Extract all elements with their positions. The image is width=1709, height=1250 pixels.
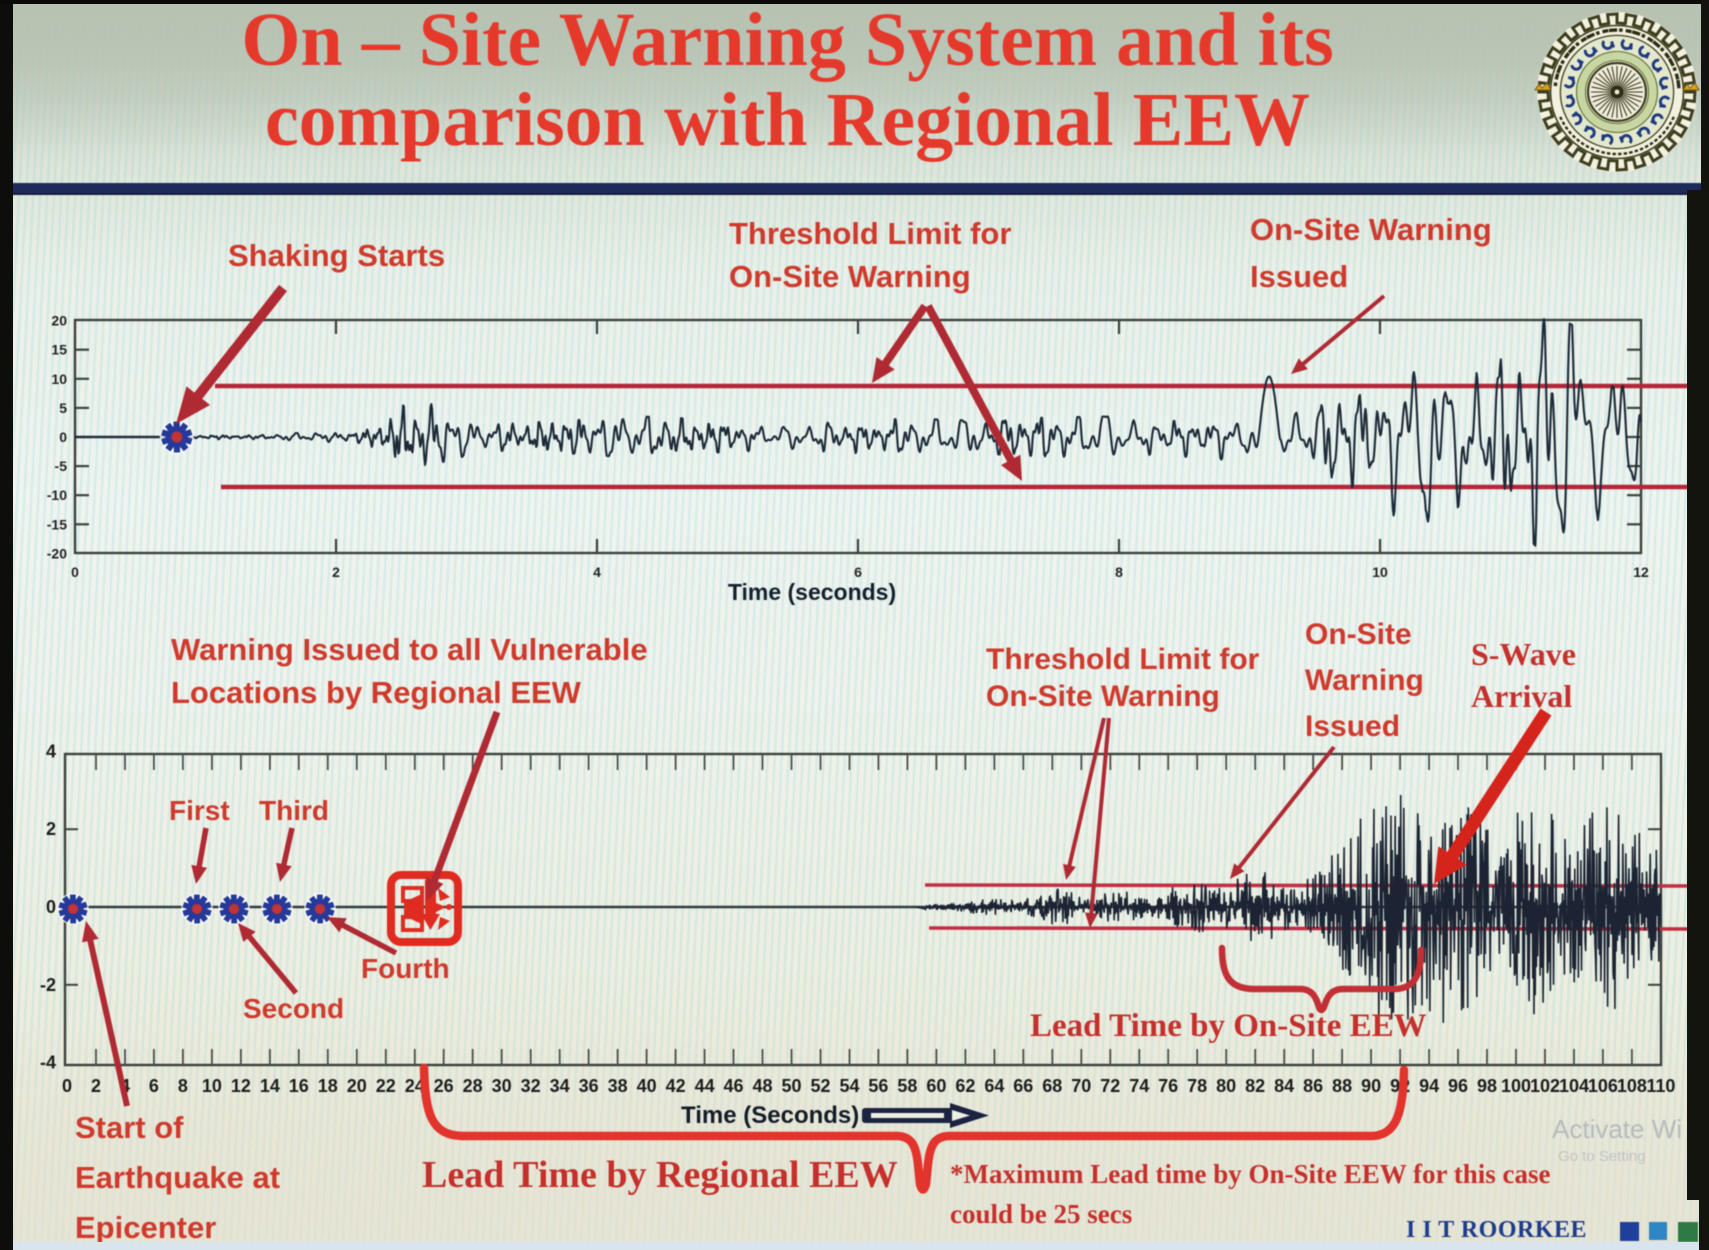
- svg-text:2: 2: [46, 819, 56, 839]
- svg-text:16: 16: [289, 1076, 309, 1096]
- svg-text:50: 50: [781, 1076, 801, 1096]
- svg-text:76: 76: [1158, 1076, 1178, 1096]
- svg-text:58: 58: [897, 1076, 917, 1096]
- svg-text:32: 32: [521, 1076, 541, 1096]
- svg-text:Time (seconds): Time (seconds): [728, 579, 896, 605]
- svg-text:60: 60: [926, 1076, 946, 1096]
- svg-text:52: 52: [810, 1076, 830, 1096]
- svg-text:-10: -10: [47, 487, 67, 503]
- svg-text:8: 8: [178, 1076, 188, 1096]
- svg-text:0: 0: [46, 897, 56, 917]
- svg-text:68: 68: [1042, 1076, 1062, 1096]
- svg-text:80: 80: [1216, 1076, 1236, 1096]
- svg-text:-15: -15: [47, 516, 67, 532]
- svg-text:0: 0: [62, 1076, 72, 1096]
- svg-text:94: 94: [1419, 1076, 1439, 1096]
- svg-text:0: 0: [71, 564, 79, 580]
- svg-text:30: 30: [492, 1076, 512, 1096]
- svg-text:-4: -4: [40, 1053, 56, 1073]
- svg-text:48: 48: [752, 1076, 772, 1096]
- svg-text:42: 42: [666, 1076, 686, 1096]
- svg-text:0: 0: [59, 429, 67, 445]
- svg-text:110: 110: [1646, 1076, 1675, 1096]
- svg-text:104: 104: [1559, 1076, 1589, 1096]
- svg-text:78: 78: [1187, 1076, 1207, 1096]
- svg-text:44: 44: [695, 1076, 715, 1096]
- svg-text:20: 20: [51, 313, 67, 329]
- svg-text:102: 102: [1530, 1076, 1560, 1096]
- svg-text:82: 82: [1245, 1076, 1265, 1096]
- svg-text:84: 84: [1274, 1076, 1294, 1096]
- svg-text:-2: -2: [40, 975, 56, 995]
- svg-text:54: 54: [839, 1076, 859, 1096]
- svg-text:22: 22: [376, 1076, 396, 1096]
- svg-text:-5: -5: [55, 458, 68, 474]
- svg-text:18: 18: [318, 1076, 338, 1096]
- svg-text:86: 86: [1303, 1076, 1323, 1096]
- svg-text:88: 88: [1332, 1076, 1352, 1096]
- svg-text:8: 8: [1115, 564, 1123, 580]
- svg-text:96: 96: [1448, 1076, 1468, 1096]
- svg-text:6: 6: [149, 1076, 159, 1096]
- svg-text:2: 2: [332, 564, 340, 580]
- svg-text:72: 72: [1100, 1076, 1120, 1096]
- svg-text:106: 106: [1588, 1076, 1618, 1096]
- svg-text:98: 98: [1477, 1076, 1497, 1096]
- svg-text:10: 10: [1372, 564, 1388, 580]
- svg-text:15: 15: [51, 342, 67, 358]
- svg-text:6: 6: [854, 564, 862, 580]
- svg-text:20: 20: [347, 1076, 367, 1096]
- svg-text:64: 64: [984, 1076, 1004, 1096]
- svg-text:28: 28: [463, 1076, 483, 1096]
- svg-text:100: 100: [1501, 1076, 1531, 1096]
- svg-text:108: 108: [1617, 1076, 1647, 1096]
- svg-text:74: 74: [1129, 1076, 1149, 1096]
- svg-text:4: 4: [46, 741, 56, 761]
- svg-text:62: 62: [955, 1076, 975, 1096]
- svg-text:2: 2: [91, 1076, 101, 1096]
- svg-text:12: 12: [231, 1076, 251, 1096]
- svg-text:-20: -20: [47, 545, 67, 561]
- svg-text:4: 4: [593, 564, 601, 580]
- svg-text:24: 24: [405, 1076, 425, 1096]
- svg-text:5: 5: [59, 400, 67, 416]
- svg-text:34: 34: [550, 1076, 570, 1096]
- svg-text:70: 70: [1071, 1076, 1091, 1096]
- svg-text:38: 38: [608, 1076, 628, 1096]
- svg-text:14: 14: [260, 1076, 280, 1096]
- svg-text:10: 10: [202, 1076, 222, 1096]
- svg-text:40: 40: [637, 1076, 657, 1096]
- svg-text:56: 56: [868, 1076, 888, 1096]
- svg-text:26: 26: [434, 1076, 454, 1096]
- svg-text:90: 90: [1361, 1076, 1381, 1096]
- svg-text:66: 66: [1013, 1076, 1033, 1096]
- svg-text:10: 10: [51, 371, 67, 387]
- svg-text:46: 46: [723, 1076, 743, 1096]
- svg-text:12: 12: [1633, 564, 1649, 580]
- svg-text:36: 36: [579, 1076, 599, 1096]
